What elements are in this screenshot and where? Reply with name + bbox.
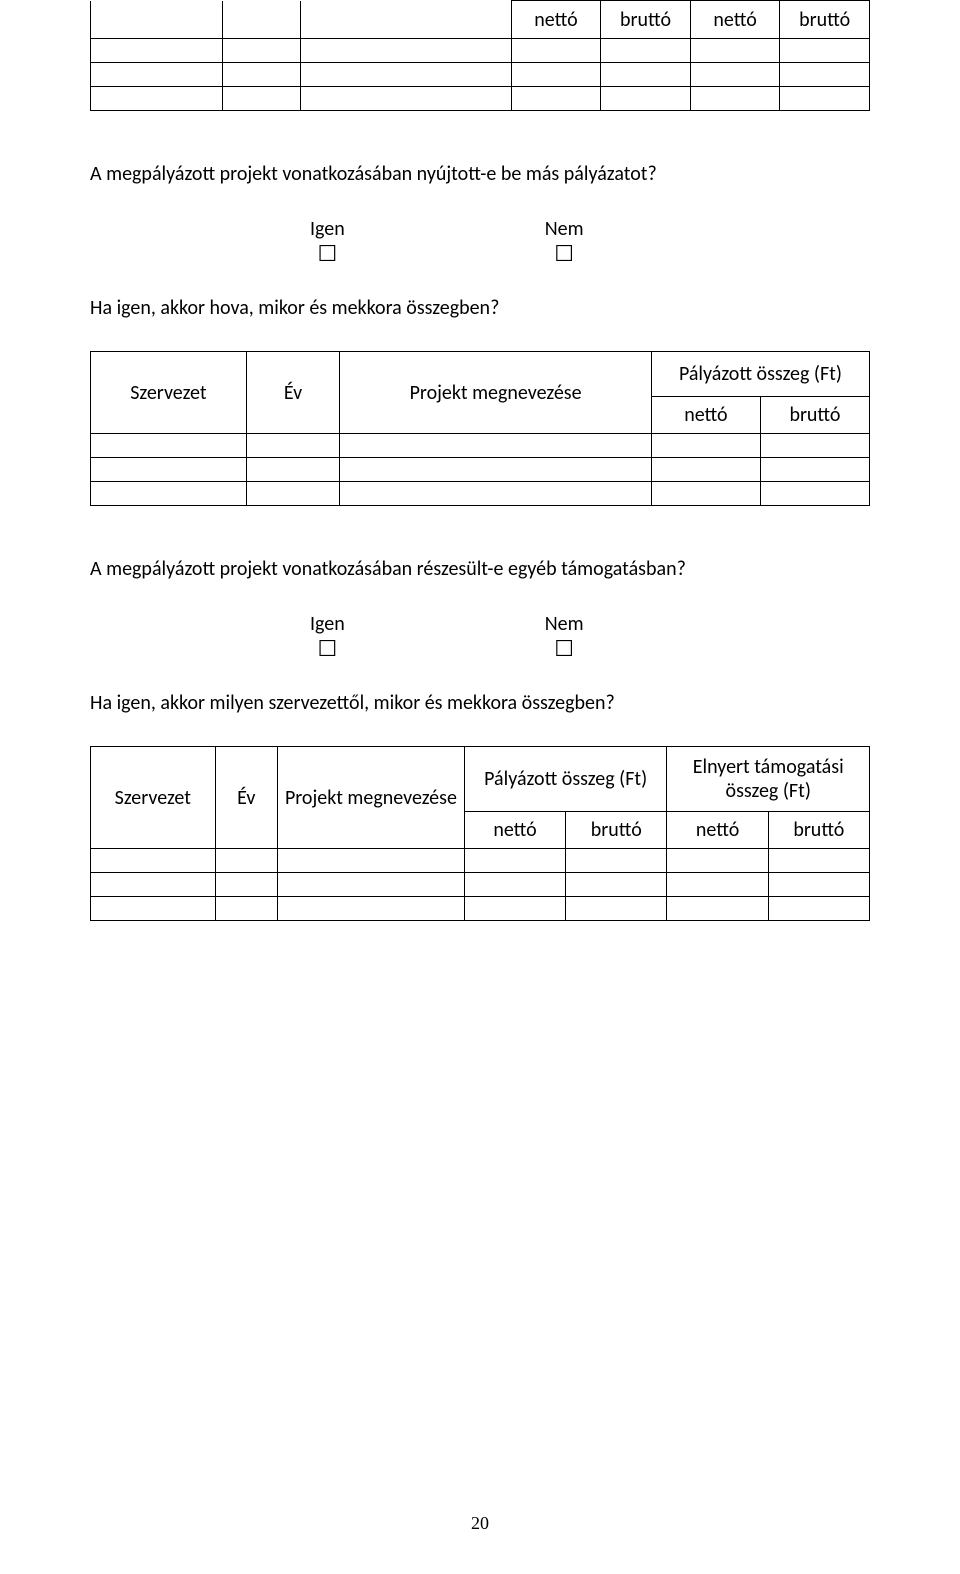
yes-option-1[interactable]: Igen ☐ <box>310 217 345 265</box>
table-partial-header: nettó bruttó nettó bruttó <box>90 0 870 111</box>
table1-col3-header <box>301 1 511 39</box>
checkbox-icon: ☐ <box>318 243 338 265</box>
no-label: Nem <box>545 217 584 241</box>
table3-netto-2: nettó <box>667 812 768 849</box>
table-applied-amounts: Szervezet Év Projekt megnevezése Pályázo… <box>90 351 870 506</box>
table3-brutto-2: bruttó <box>768 812 869 849</box>
question-2: A megpályázott projekt vonatkozásában ré… <box>90 556 870 582</box>
question-1-followup: Ha igen, akkor hova, mikor és mekkora ös… <box>90 295 870 321</box>
table3-brutto-1: bruttó <box>566 812 667 849</box>
table3-netto-1: nettó <box>464 812 565 849</box>
table1-netto-1: nettó <box>511 1 601 39</box>
table2-org-header: Szervezet <box>91 352 247 434</box>
table1-row <box>91 39 870 63</box>
table1-col1-header <box>91 1 223 39</box>
table1-brutto-1: bruttó <box>601 1 691 39</box>
table3-row <box>91 849 870 873</box>
table2-row <box>91 458 870 482</box>
checkbox-icon: ☐ <box>318 638 338 660</box>
table-received-support: Szervezet Év Projekt megnevezése Pályázo… <box>90 746 870 921</box>
question-2-followup: Ha igen, akkor milyen szervezettől, miko… <box>90 690 870 716</box>
yes-no-row-1: Igen ☐ Nem ☐ <box>90 217 870 265</box>
table2-project-header: Projekt megnevezése <box>340 352 652 434</box>
table3-project-header: Projekt megnevezése <box>277 747 464 849</box>
table2-netto-header: nettó <box>651 397 760 434</box>
table3-row <box>91 873 870 897</box>
table2-year-header: Év <box>246 352 339 434</box>
question-1: A megpályázott projekt vonatkozásában ny… <box>90 161 870 187</box>
checkbox-icon: ☐ <box>554 638 574 660</box>
no-option-1[interactable]: Nem ☐ <box>545 217 584 265</box>
table2-row <box>91 482 870 506</box>
table2-amount-header: Pályázott összeg (Ft) <box>651 352 869 397</box>
yes-no-row-2: Igen ☐ Nem ☐ <box>90 612 870 660</box>
no-label: Nem <box>545 612 584 636</box>
table3-org-header: Szervezet <box>91 747 216 849</box>
page-number: 20 <box>0 1513 960 1534</box>
yes-label: Igen <box>310 217 345 241</box>
yes-label: Igen <box>310 612 345 636</box>
table3-year-header: Év <box>215 747 277 849</box>
table2-row <box>91 434 870 458</box>
yes-option-2[interactable]: Igen ☐ <box>310 612 345 660</box>
no-option-2[interactable]: Nem ☐ <box>545 612 584 660</box>
table1-row <box>91 87 870 111</box>
table1-row <box>91 63 870 87</box>
table2-brutto-header: bruttó <box>760 397 869 434</box>
table3-row <box>91 897 870 921</box>
table3-won-header: Elnyert támogatási összeg (Ft) <box>667 747 870 812</box>
table1-col2-header <box>223 1 301 39</box>
document-page: nettó bruttó nettó bruttó A megpályázott… <box>0 0 960 1574</box>
table3-applied-header: Pályázott összeg (Ft) <box>464 747 667 812</box>
table1-netto-2: nettó <box>690 1 780 39</box>
checkbox-icon: ☐ <box>554 243 574 265</box>
table1-brutto-2: bruttó <box>780 1 870 39</box>
